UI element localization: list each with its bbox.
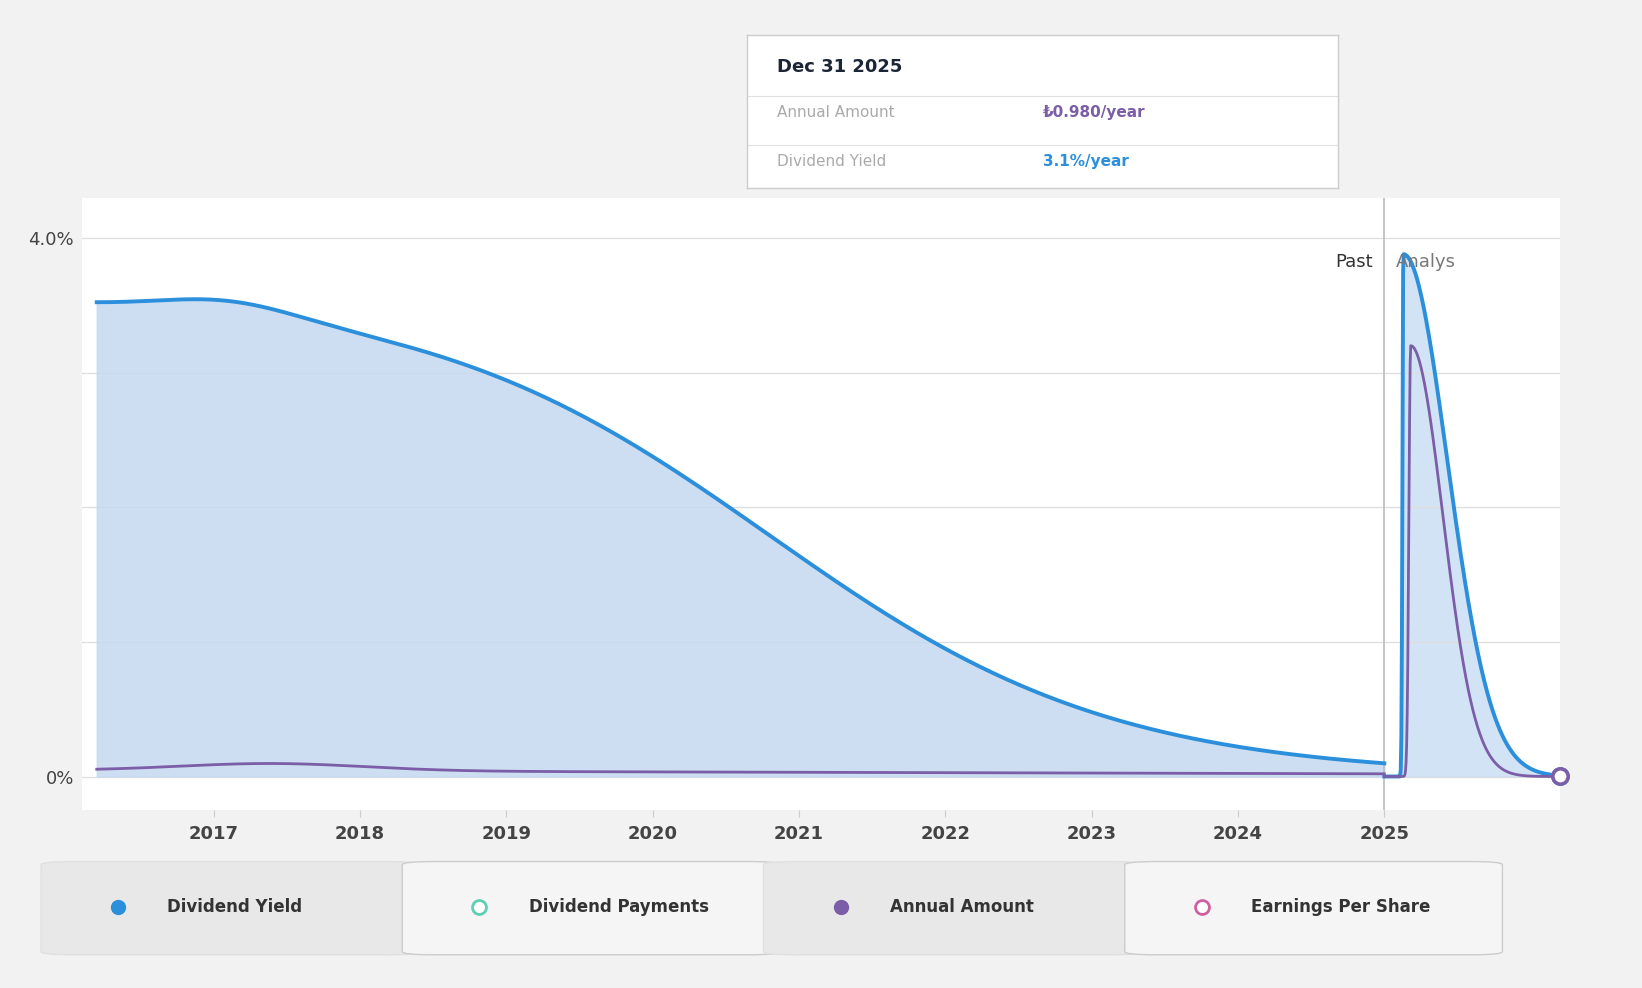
Text: Dividend Yield: Dividend Yield [777, 154, 887, 169]
FancyBboxPatch shape [41, 862, 419, 954]
Text: ₺0.980/year: ₺0.980/year [1043, 105, 1146, 120]
Text: Annual Amount: Annual Amount [777, 105, 895, 120]
FancyBboxPatch shape [1125, 862, 1502, 954]
FancyBboxPatch shape [764, 862, 1141, 954]
Text: Dividend Yield: Dividend Yield [167, 898, 302, 917]
Text: 3.1%/year: 3.1%/year [1043, 154, 1128, 169]
Text: Dividend Payments: Dividend Payments [529, 898, 709, 917]
Text: Annual Amount: Annual Amount [890, 898, 1034, 917]
Text: Dec 31 2025: Dec 31 2025 [777, 57, 901, 75]
Text: Past: Past [1335, 253, 1373, 272]
Text: Analys: Analys [1396, 253, 1456, 272]
FancyBboxPatch shape [402, 862, 780, 954]
Text: Earnings Per Share: Earnings Per Share [1251, 898, 1430, 917]
